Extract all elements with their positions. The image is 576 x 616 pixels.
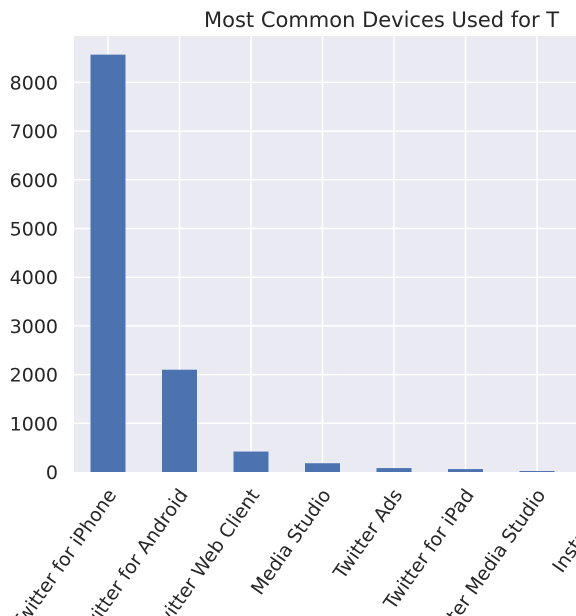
bar-twitter-for-ipad: [448, 469, 483, 472]
chart-title: Most Common Devices Used for T: [204, 8, 559, 32]
y-tick-label: 2000: [10, 365, 58, 387]
y-axis-ticks: 0 1000 2000 3000 4000 5000 6000 7000 8000: [10, 72, 58, 484]
bar-twitter-web-client: [233, 451, 269, 472]
bar-twitter-for-iphone: [90, 54, 126, 473]
y-tick-label: 5000: [10, 219, 58, 241]
plot-area: [74, 36, 576, 472]
x-tick-label: Twitter Ads: [329, 485, 407, 584]
y-tick-label: 3000: [10, 316, 58, 338]
grid-lines: [74, 36, 576, 472]
bar-media-studio: [305, 463, 340, 472]
y-tick-label: 6000: [10, 170, 58, 192]
x-tick-label: Instagram: [548, 485, 576, 577]
bar-twitter-for-android: [162, 369, 197, 472]
y-tick-label: 7000: [10, 121, 58, 143]
y-tick-label: 0: [46, 462, 58, 484]
bar-twitter-media-studio: [519, 471, 555, 472]
y-tick-label: 8000: [10, 72, 58, 94]
bars: [90, 54, 555, 473]
y-tick-label: 1000: [10, 413, 58, 435]
bar-twitter-ads: [376, 468, 412, 472]
y-tick-label: 4000: [10, 267, 58, 289]
